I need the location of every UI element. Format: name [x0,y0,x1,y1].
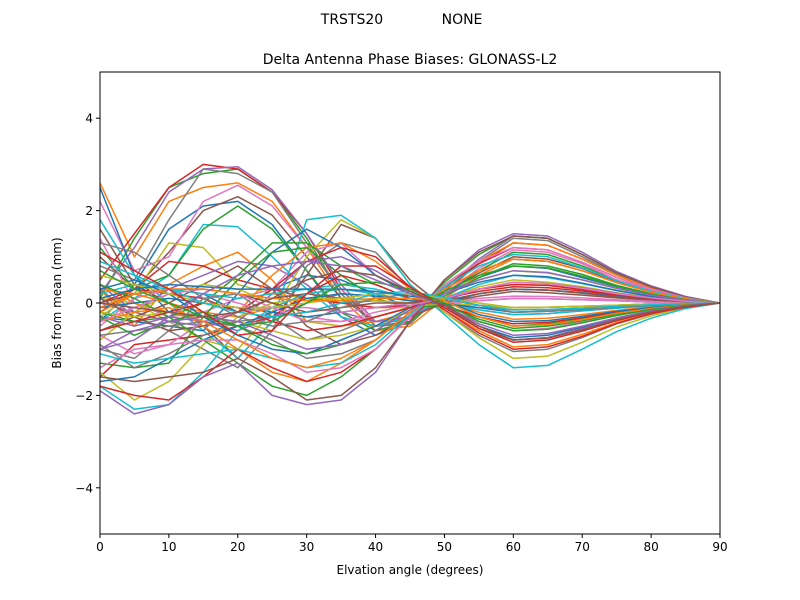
series-layer [100,163,720,415]
x-tick-label: 40 [368,540,383,554]
x-tick-label: 10 [161,540,176,554]
series-line-61 [100,283,720,323]
x-tick-label: 90 [712,540,727,554]
x-axis: 0 10 20 30 40 50 60 70 80 90 [96,534,728,554]
series-line-50 [100,253,720,369]
series-line-66 [100,269,720,341]
x-tick-label: 30 [299,540,314,554]
suptitle-right: NONE [442,12,483,28]
y-axis-label: Bias from mean (mm) [50,237,64,368]
y-tick-label: −2 [75,389,93,403]
y-tick-label: 2 [85,204,93,218]
y-tick-label: −4 [75,481,93,495]
series-line-64 [100,251,720,344]
y-axis: −4 −2 0 2 4 [75,112,100,495]
suptitle-left: TRSTS20 [320,12,383,28]
x-tick-label: 50 [437,540,452,554]
x-axis-label: Elvation angle (degrees) [337,563,484,577]
series-line-47 [100,246,720,374]
x-tick-label: 70 [575,540,590,554]
x-tick-label: 60 [506,540,521,554]
x-tick-label: 20 [230,540,245,554]
y-tick-label: 0 [85,297,93,311]
series-line-52 [100,258,720,369]
series-line-62 [100,288,720,327]
series-line-65 [100,260,720,350]
series-line-8 [100,168,720,327]
y-tick-label: 4 [85,112,93,126]
series-line-46 [100,235,720,401]
series-line-7 [100,184,720,323]
x-tick-label: 0 [96,540,104,554]
x-tick-label: 80 [643,540,658,554]
chart-title: Delta Antenna Phase Biases: GLONASS-L2 [263,52,558,68]
